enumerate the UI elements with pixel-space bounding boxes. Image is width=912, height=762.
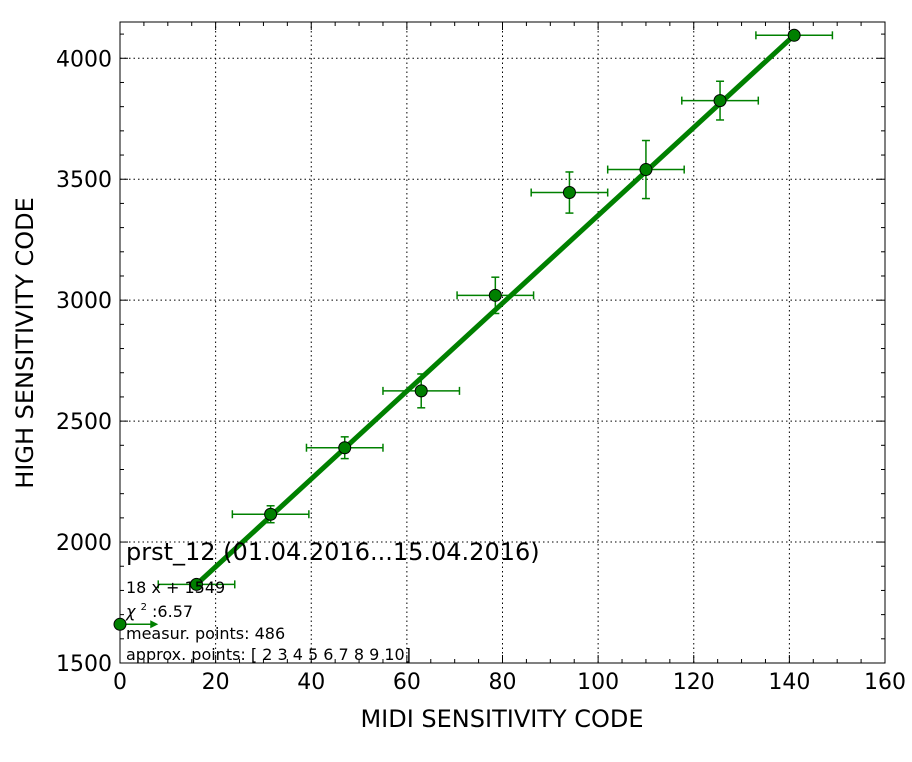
data-point: [338, 441, 352, 455]
ticks: 0 20 40 60 80 100 120 140 160 1500 2000 2500 3000 350…: [56, 22, 906, 695]
x-tick-label: 60: [393, 670, 421, 695]
annotation-measur: measur. points: 486: [126, 624, 285, 643]
annotation-title: prst_12 (01.04.2016...15.04.2016): [126, 538, 540, 566]
chi-superscript: 2: [141, 602, 147, 613]
data-point: [264, 507, 278, 521]
x-tick-label: 80: [489, 670, 517, 695]
fit-line: [194, 33, 796, 587]
x-tick-label: 0: [113, 670, 127, 695]
data-point: [639, 163, 653, 177]
y-tick-label: 4000: [56, 47, 112, 72]
annotation-approx: approx. points: [ 2 3 4 5 6 7 8 9 10]: [126, 645, 411, 664]
x-tick-label: 160: [864, 670, 906, 695]
grid: [120, 22, 885, 663]
x-tick-label: 140: [768, 670, 810, 695]
x-axis-label: MIDI SENSITIVITY CODE: [360, 705, 643, 733]
data-point: [562, 186, 576, 200]
x-tick-label: 120: [673, 670, 715, 695]
annotation-box: prst_12 (01.04.2016...15.04.2016) 18 x +…: [125, 538, 540, 664]
data-point: [787, 28, 801, 42]
markers: [113, 28, 801, 631]
x-tick-label: 40: [297, 670, 325, 695]
y-tick-label: 1500: [56, 652, 112, 677]
data-point: [488, 288, 502, 302]
chi-value: :6.57: [152, 602, 193, 621]
y-tick-label: 2500: [56, 410, 112, 435]
error-bars: [120, 31, 834, 629]
chi-symbol: χ: [125, 602, 136, 621]
arrow-head: [150, 620, 159, 629]
fit-line-group: [194, 33, 796, 587]
annotation-fit: 18 x + 1549: [126, 578, 225, 597]
data-point: [414, 384, 428, 398]
data-point: [113, 617, 127, 631]
y-tick-label: 3500: [56, 168, 112, 193]
y-axis-label: HIGH SENSITIVITY CODE: [11, 197, 39, 489]
annotation-chi: χ 2 :6.57: [125, 595, 193, 621]
data-point: [190, 577, 203, 591]
x-tick-label: 20: [202, 670, 230, 695]
data-point: [713, 94, 727, 108]
y-tick-label: 2000: [56, 531, 112, 556]
x-tick-label: 100: [577, 670, 619, 695]
y-tick-label: 3000: [56, 289, 112, 314]
